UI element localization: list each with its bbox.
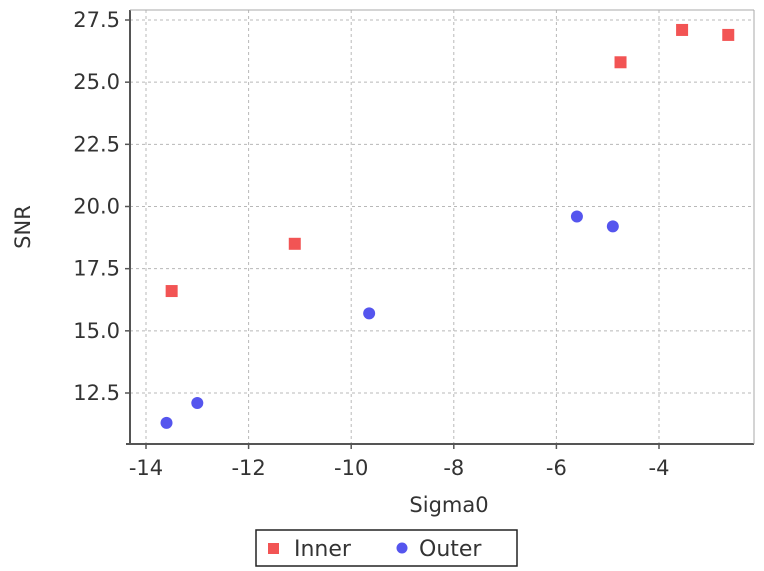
legend-marker-inner <box>268 543 279 554</box>
legend-marker-outer <box>397 543 408 554</box>
x-tick-label: -10 <box>334 456 368 480</box>
data-point-outer <box>161 417 173 429</box>
y-tick-label: 15.0 <box>73 319 120 343</box>
y-axis-title: SNR <box>11 205 35 249</box>
x-tick-label: -12 <box>231 456 265 480</box>
data-point-inner <box>722 29 734 41</box>
data-point-inner <box>615 56 627 68</box>
y-tick-label: 12.5 <box>73 381 120 405</box>
x-axis-title: Sigma0 <box>409 493 488 517</box>
x-tick-label: -4 <box>649 456 670 480</box>
x-tick-label: -8 <box>443 456 464 480</box>
data-point-inner <box>166 285 178 297</box>
data-point-outer <box>607 220 619 232</box>
legend-label-inner: Inner <box>294 537 352 562</box>
data-point-inner <box>289 238 301 250</box>
x-tick-label: -6 <box>546 456 567 480</box>
data-point-outer <box>363 307 375 319</box>
y-tick-label: 20.0 <box>73 195 120 219</box>
y-tick-label: 17.5 <box>73 257 120 281</box>
data-point-outer <box>191 397 203 409</box>
legend: Inner Outer <box>256 530 517 566</box>
y-tick-label: 25.0 <box>73 70 120 94</box>
plot-background <box>130 10 754 444</box>
data-point-outer <box>571 210 583 222</box>
data-point-inner <box>676 24 688 36</box>
y-tick-label: 22.5 <box>73 132 120 156</box>
y-tick-label: 27.5 <box>73 8 120 32</box>
legend-label-outer: Outer <box>419 537 482 562</box>
x-tick-label: -14 <box>129 456 163 480</box>
